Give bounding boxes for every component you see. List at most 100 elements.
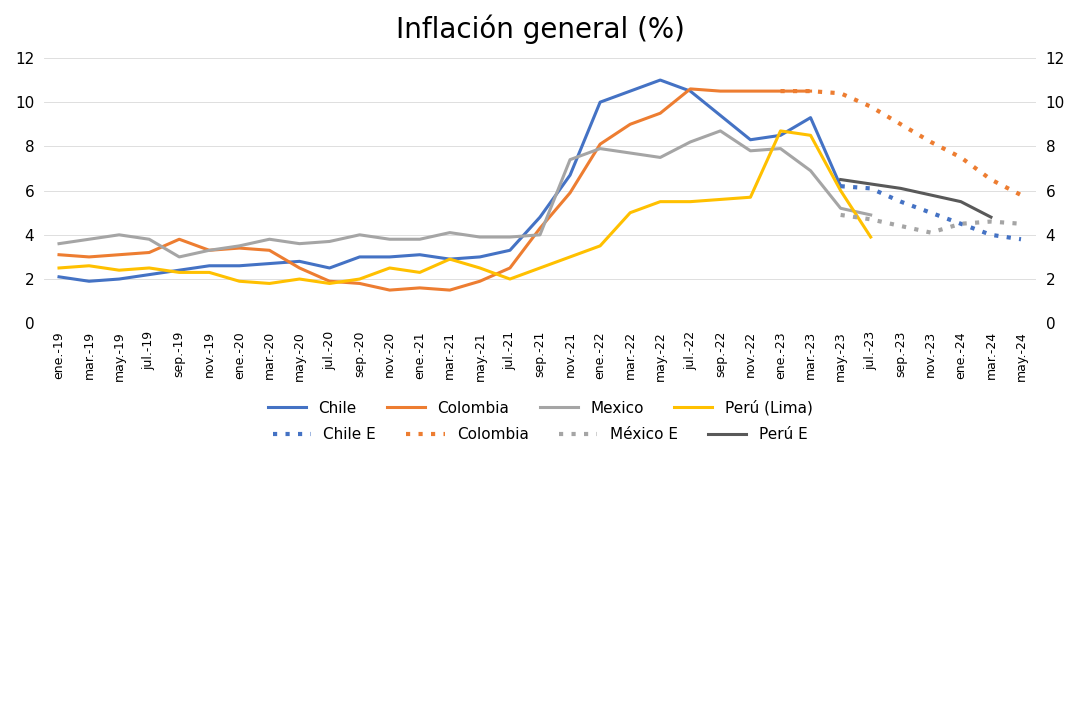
Perú (Lima) (323, 279, 336, 288)
Chile (714, 111, 727, 119)
Mexico (262, 235, 275, 243)
Perú (Lima) (353, 274, 366, 283)
Colombia (414, 284, 427, 292)
Mexico (864, 210, 877, 219)
Legend: Chile E, Colombia, México E, Perú E: Chile E, Colombia, México E, Perú E (267, 421, 813, 448)
Colombia (143, 248, 156, 257)
Colombia (985, 176, 998, 184)
Mexico (534, 230, 546, 239)
Colombia (564, 188, 577, 197)
Chile (323, 264, 336, 272)
Colombia (834, 89, 847, 97)
Chile (624, 87, 637, 95)
Perú (Lima) (774, 127, 787, 135)
Chile (383, 252, 396, 261)
Perú (Lima) (503, 274, 516, 283)
Chile (53, 272, 66, 281)
Perú (Lima) (564, 252, 577, 261)
Colombia (293, 264, 306, 272)
Line: México E: México E (840, 215, 1021, 232)
Chile (112, 274, 125, 283)
México E (894, 222, 907, 230)
Mexico (653, 153, 666, 161)
Mexico (293, 240, 306, 248)
Perú (Lima) (744, 193, 757, 201)
Colombia (955, 153, 968, 161)
Perú (Lima) (233, 277, 246, 286)
Chile (744, 136, 757, 144)
Chile E (834, 182, 847, 191)
Perú (Lima) (443, 255, 456, 263)
Chile (262, 260, 275, 268)
Perú (Lima) (143, 264, 156, 272)
Perú E (924, 191, 937, 199)
Chile E (985, 230, 998, 239)
Chile (834, 182, 847, 191)
Colombia (774, 87, 787, 95)
Perú (Lima) (534, 264, 546, 272)
Mexico (714, 127, 727, 135)
Perú (Lima) (834, 186, 847, 195)
Mexico (82, 235, 95, 243)
Mexico (414, 235, 427, 243)
Mexico (744, 146, 757, 155)
Colombia (864, 102, 877, 111)
Colombia (503, 264, 516, 272)
Perú E (864, 180, 877, 188)
Colombia (924, 138, 937, 146)
Colombia (624, 120, 637, 129)
Mexico (353, 230, 366, 239)
Mexico (774, 144, 787, 153)
Colombia (112, 250, 125, 259)
México E (924, 228, 937, 237)
Perú (Lima) (173, 268, 186, 277)
Chile (82, 277, 95, 286)
Mexico (503, 232, 516, 241)
Perú (Lima) (383, 264, 396, 272)
Perú (Lima) (293, 274, 306, 283)
Chile E (924, 208, 937, 217)
Perú (Lima) (805, 131, 818, 139)
Mexico (383, 235, 396, 243)
Colombia (684, 85, 697, 93)
Mexico (323, 237, 336, 246)
Colombia (233, 244, 246, 252)
Mexico (143, 235, 156, 243)
Line: Perú E: Perú E (840, 180, 991, 217)
Colombia (894, 120, 907, 129)
Mexico (203, 246, 216, 255)
Perú (Lima) (473, 264, 486, 272)
Perú (Lima) (653, 198, 666, 206)
Mexico (564, 156, 577, 164)
Chile (594, 98, 607, 107)
Colombia (262, 246, 275, 255)
Colombia (594, 140, 607, 149)
Perú E (834, 176, 847, 184)
Mexico (112, 230, 125, 239)
Title: Inflación general (%): Inflación general (%) (395, 15, 685, 45)
Chile (534, 213, 546, 221)
Perú (Lima) (414, 268, 427, 277)
México E (1014, 220, 1027, 228)
Colombia (774, 87, 787, 95)
México E (955, 220, 968, 228)
Colombia (805, 87, 818, 95)
Chile (684, 87, 697, 95)
Chile (473, 252, 486, 261)
México E (864, 215, 877, 223)
Colombia (353, 279, 366, 288)
Chile (293, 257, 306, 266)
Perú (Lima) (262, 279, 275, 288)
Colombia (53, 250, 66, 259)
Line: Perú (Lima): Perú (Lima) (59, 131, 870, 284)
Chile (173, 266, 186, 274)
Colombia (203, 246, 216, 255)
Chile (564, 171, 577, 179)
Chile (443, 255, 456, 263)
Perú (Lima) (864, 232, 877, 241)
México E (985, 218, 998, 226)
Chile (653, 76, 666, 85)
Mexico (624, 149, 637, 157)
Line: Chile E: Chile E (840, 186, 1021, 239)
Colombia (1014, 191, 1027, 199)
